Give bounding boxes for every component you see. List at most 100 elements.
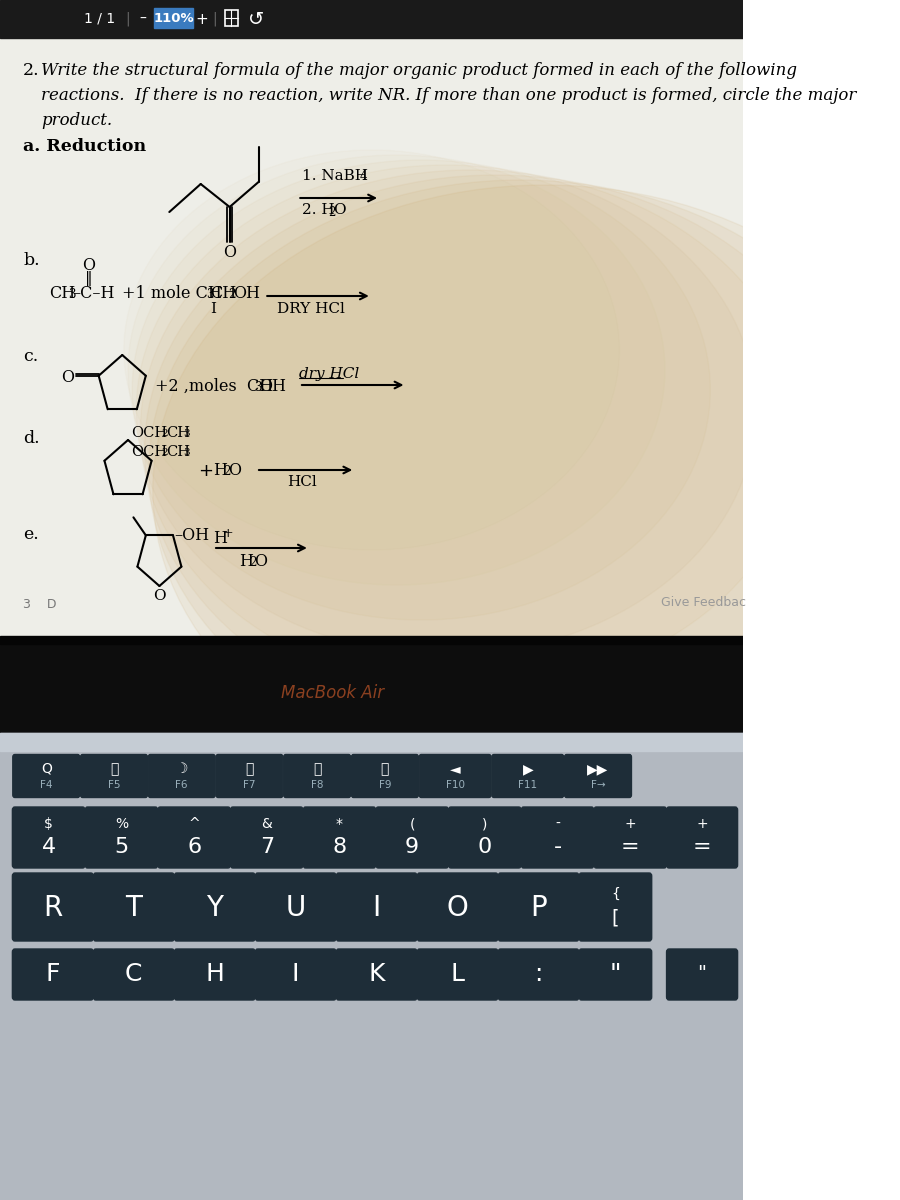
Text: 0: 0 [478,838,492,857]
Text: –: – [140,12,147,26]
FancyBboxPatch shape [521,806,594,868]
FancyBboxPatch shape [13,806,86,868]
Text: 6: 6 [187,838,202,857]
FancyBboxPatch shape [352,755,419,798]
Text: CH: CH [50,284,76,302]
FancyBboxPatch shape [419,755,491,798]
Text: 3: 3 [206,288,213,301]
Text: ↺: ↺ [248,10,265,29]
Text: I: I [292,962,300,986]
Text: Write the structural formula of the major organic product formed in each of the : Write the structural formula of the majo… [41,62,857,128]
Text: 2.: 2. [23,62,40,79]
Text: :: : [535,962,543,986]
Text: Y: Y [206,894,223,922]
Text: d.: d. [23,430,40,446]
Text: O: O [228,462,241,479]
FancyBboxPatch shape [94,874,175,941]
Text: %: % [115,817,128,830]
Text: ◄: ◄ [450,762,461,776]
Ellipse shape [140,170,801,690]
Text: –OH: –OH [175,527,210,545]
Text: R: R [43,894,62,922]
FancyBboxPatch shape [376,806,448,868]
Text: $: $ [44,817,53,830]
Text: 2: 2 [161,428,167,438]
Text: 2: 2 [328,206,336,218]
Text: O: O [255,553,267,570]
Text: HCl: HCl [287,475,317,490]
FancyBboxPatch shape [216,755,283,798]
Bar [225,10,238,26]
Text: O: O [223,244,236,260]
Text: F7: F7 [243,780,256,790]
Text: O: O [446,894,469,922]
FancyBboxPatch shape [564,755,632,798]
Text: F5: F5 [108,780,121,790]
FancyBboxPatch shape [175,949,256,1000]
Text: +: + [195,12,208,26]
Text: O: O [333,203,346,217]
Text: ▶▶: ▶▶ [588,762,608,776]
Bar [0,733,743,751]
Text: 1. NaBH: 1. NaBH [302,169,368,182]
Text: +: + [198,462,213,480]
Text: Q: Q [40,762,51,776]
Text: +1 mole CH: +1 mole CH [122,284,222,302]
Text: ⤓: ⤓ [110,762,118,776]
Text: H: H [205,962,224,986]
Bar [0,733,743,1200]
Text: CH: CH [211,284,237,302]
FancyBboxPatch shape [579,874,652,941]
Text: DRY HCl: DRY HCl [276,302,345,316]
Text: 2: 2 [161,448,167,457]
FancyBboxPatch shape [417,874,498,941]
Text: +: + [223,527,234,540]
Text: 7: 7 [260,838,274,857]
FancyBboxPatch shape [303,806,376,868]
Text: ⏩: ⏩ [381,762,389,776]
Text: CH: CH [166,426,190,440]
Text: OH: OH [259,378,286,395]
FancyBboxPatch shape [594,806,667,868]
Text: 5: 5 [114,838,129,857]
FancyBboxPatch shape [337,874,417,941]
FancyBboxPatch shape [337,949,417,1000]
Text: ⏯: ⏯ [313,762,321,776]
FancyBboxPatch shape [498,949,579,1000]
Text: {: { [611,887,620,901]
Text: dry HCl: dry HCl [299,367,359,382]
Bar [0,38,743,638]
Text: b.: b. [23,252,40,269]
Text: –C–H: –C–H [73,284,115,302]
FancyBboxPatch shape [13,949,94,1000]
FancyBboxPatch shape [13,874,94,941]
Bar [0,1000,743,1200]
Text: F→: F→ [590,780,606,790]
Text: 3: 3 [184,428,190,438]
Text: MacBook Air: MacBook Air [281,684,384,702]
FancyBboxPatch shape [667,949,738,1000]
Text: &: & [261,817,272,830]
Text: C: C [125,962,142,986]
Text: c.: c. [23,348,39,365]
Text: F9: F9 [379,780,392,790]
Text: [: [ [612,908,619,928]
Text: 4: 4 [360,170,367,182]
FancyBboxPatch shape [86,806,158,868]
FancyBboxPatch shape [94,949,175,1000]
Text: +2 ,moles  CH: +2 ,moles CH [156,378,274,395]
Text: I: I [373,894,381,922]
Text: L: L [451,962,464,986]
Text: |: | [212,12,217,26]
Ellipse shape [132,160,710,620]
Text: F4: F4 [40,780,52,790]
Text: O: O [61,368,74,385]
Text: +: + [625,817,636,830]
Text: Give Feedbac: Give Feedbac [661,596,746,608]
Text: 1 / 1: 1 / 1 [84,12,114,26]
Text: 2: 2 [249,556,256,569]
Text: ^: ^ [188,817,200,830]
Text: 110%: 110% [153,12,194,25]
Text: 3    D: 3 D [23,598,57,611]
Text: OCH: OCH [131,426,167,440]
